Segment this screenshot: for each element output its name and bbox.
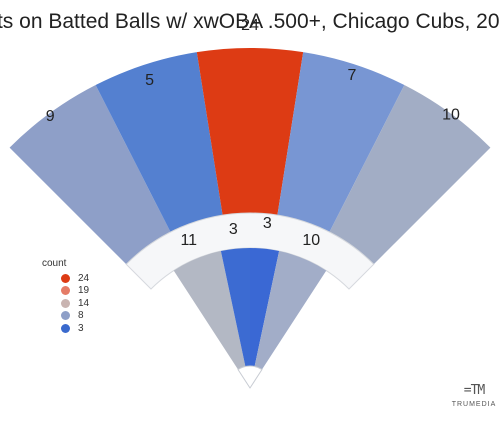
- infield-label-up-the-middle: 3: [263, 215, 272, 232]
- infield-zones: [173, 248, 327, 389]
- legend: count 24 19 14 8 3: [42, 258, 89, 335]
- legend-entry: 14: [42, 297, 89, 310]
- infield-arc-band: [125, 212, 375, 290]
- legend-label: 14: [78, 297, 90, 309]
- legend-label: 3: [78, 322, 84, 334]
- legend-label: 24: [78, 272, 90, 284]
- legend-entry: 19: [42, 285, 89, 298]
- legend-entry: 24: [42, 272, 89, 285]
- outfield-label-left-field-line: 9: [46, 108, 55, 125]
- legend-label: 8: [78, 310, 84, 322]
- infield-zone-shortstop: [220, 248, 250, 367]
- outfield-zones: [9, 47, 491, 275]
- outfield-zone-right-center: [275, 52, 405, 246]
- outfield-label-right-center: 7: [348, 67, 357, 84]
- outfield-label-left-center: 5: [145, 72, 154, 89]
- legend-swatch: [61, 273, 70, 283]
- legend-swatch: [61, 298, 70, 308]
- legend-swatch: [61, 311, 70, 321]
- infield-zone-up-the-middle: [250, 248, 280, 367]
- infield-label-first-base: 12: [0, 0, 9, 4]
- infield-label-third-base: 11: [180, 232, 197, 249]
- trumedia-logo-name: TRUMEDIA: [451, 401, 497, 408]
- outfield-zone-left-field-line: [9, 85, 178, 275]
- outfield-zone-right-field-line: [322, 85, 491, 275]
- legend-swatch: [61, 323, 70, 333]
- zone-labels: 9 5 24 7 10 11 3 3 10 12: [0, 0, 460, 249]
- outfield-label-right-field-line: 10: [442, 106, 460, 123]
- outfield-label-center: 24: [241, 17, 259, 34]
- legend-label: 19: [78, 285, 90, 297]
- legend-entry: 8: [42, 310, 89, 323]
- chart-title: Hits on Batted Balls w/ xwOBA .500+, Chi…: [0, 10, 500, 33]
- legend-title: count: [42, 258, 67, 269]
- legend-entry: 3: [42, 322, 89, 335]
- infield-arc: [125, 212, 375, 290]
- legend-entries: 24 19 14 8 3: [42, 272, 89, 335]
- legend-swatch: [61, 286, 70, 296]
- infield-zone-third-base: [173, 251, 246, 370]
- infield-label-shortstop: 3: [229, 221, 238, 238]
- home-plate-area: [237, 365, 263, 389]
- trumedia-logo: =TM TRUMEDIA: [448, 383, 500, 409]
- outfield-zone-center: [196, 47, 304, 230]
- outfield-zone-left-center: [95, 52, 225, 246]
- trumedia-logo-mark: =TM: [463, 383, 485, 398]
- infield-label-second-base: 10: [302, 232, 320, 249]
- infield-zone-second-base: [254, 251, 327, 370]
